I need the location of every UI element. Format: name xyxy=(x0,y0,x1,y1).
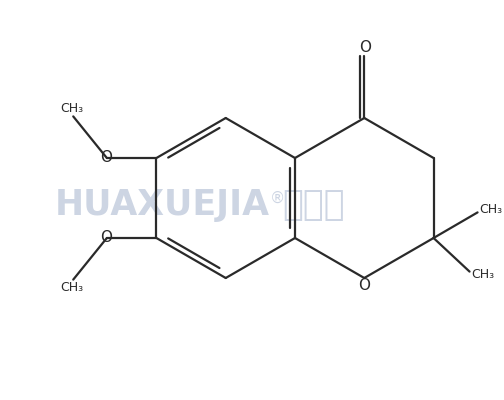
Text: CH₃: CH₃ xyxy=(60,281,84,294)
Text: O: O xyxy=(100,230,112,246)
Text: ®: ® xyxy=(270,190,285,206)
Text: 化学加: 化学加 xyxy=(282,188,345,222)
Text: CH₃: CH₃ xyxy=(472,268,495,281)
Text: O: O xyxy=(359,40,371,55)
Text: O: O xyxy=(100,150,112,166)
Text: CH₃: CH₃ xyxy=(480,203,502,216)
Text: CH₃: CH₃ xyxy=(60,102,84,115)
Text: O: O xyxy=(358,278,370,294)
Text: HUAXUEJIA: HUAXUEJIA xyxy=(55,188,270,222)
